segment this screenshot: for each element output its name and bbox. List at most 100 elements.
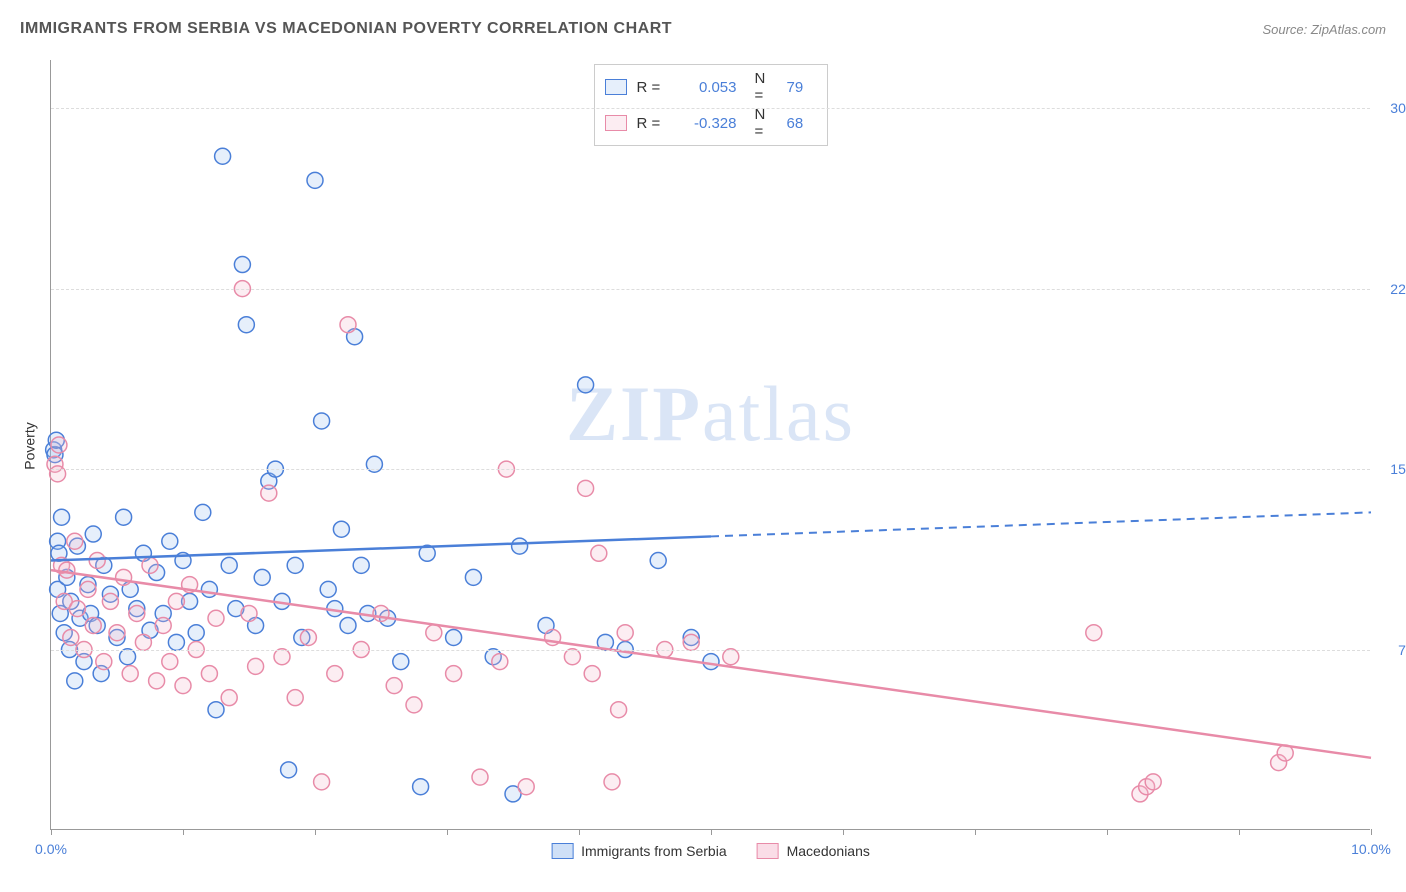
point-serbia bbox=[201, 581, 217, 597]
point-serbia bbox=[54, 509, 70, 525]
point-macedonia bbox=[109, 625, 125, 641]
point-serbia bbox=[578, 377, 594, 393]
gridline bbox=[51, 650, 1370, 651]
legend-item: Immigrants from Serbia bbox=[551, 843, 726, 859]
point-serbia bbox=[413, 779, 429, 795]
point-macedonia bbox=[406, 697, 422, 713]
point-macedonia bbox=[426, 625, 442, 641]
point-serbia bbox=[287, 557, 303, 573]
x-tick bbox=[1107, 829, 1108, 835]
x-tick bbox=[183, 829, 184, 835]
point-macedonia bbox=[155, 617, 171, 633]
point-macedonia bbox=[472, 769, 488, 785]
point-serbia bbox=[314, 413, 330, 429]
point-serbia bbox=[465, 569, 481, 585]
point-macedonia bbox=[122, 666, 138, 682]
point-serbia bbox=[307, 172, 323, 188]
point-macedonia bbox=[135, 634, 151, 650]
chart-title: IMMIGRANTS FROM SERBIA VS MACEDONIAN POV… bbox=[20, 20, 672, 38]
point-serbia bbox=[650, 553, 666, 569]
gridline bbox=[51, 469, 1370, 470]
point-macedonia bbox=[578, 480, 594, 496]
point-serbia bbox=[67, 673, 83, 689]
point-macedonia bbox=[564, 649, 580, 665]
point-serbia bbox=[446, 630, 462, 646]
point-macedonia bbox=[116, 569, 132, 585]
point-macedonia bbox=[584, 666, 600, 682]
x-tick bbox=[1239, 829, 1240, 835]
point-macedonia bbox=[142, 557, 158, 573]
point-macedonia bbox=[80, 581, 96, 597]
legend-label: Immigrants from Serbia bbox=[581, 843, 726, 859]
point-serbia bbox=[116, 509, 132, 525]
point-macedonia bbox=[446, 666, 462, 682]
point-macedonia bbox=[162, 654, 178, 670]
point-macedonia bbox=[300, 630, 316, 646]
point-macedonia bbox=[518, 779, 534, 795]
point-serbia bbox=[512, 538, 528, 554]
point-serbia bbox=[188, 625, 204, 641]
point-macedonia bbox=[386, 678, 402, 694]
point-macedonia bbox=[69, 601, 85, 617]
point-macedonia bbox=[85, 617, 101, 633]
legend-item: Macedonians bbox=[757, 843, 870, 859]
point-macedonia bbox=[51, 437, 67, 453]
legend-label: Macedonians bbox=[787, 843, 870, 859]
point-serbia bbox=[85, 526, 101, 542]
legend-swatch bbox=[757, 843, 779, 859]
point-macedonia bbox=[89, 553, 105, 569]
point-serbia bbox=[281, 762, 297, 778]
point-macedonia bbox=[1086, 625, 1102, 641]
point-serbia bbox=[215, 148, 231, 164]
point-macedonia bbox=[63, 630, 79, 646]
point-macedonia bbox=[96, 654, 112, 670]
x-tick bbox=[711, 829, 712, 835]
point-macedonia bbox=[314, 774, 330, 790]
x-tick bbox=[579, 829, 580, 835]
x-tick bbox=[843, 829, 844, 835]
point-macedonia bbox=[604, 774, 620, 790]
point-serbia bbox=[254, 569, 270, 585]
point-macedonia bbox=[67, 533, 83, 549]
point-macedonia bbox=[611, 702, 627, 718]
y-axis-label: Poverty bbox=[22, 422, 38, 469]
point-serbia bbox=[340, 617, 356, 633]
plot-svg bbox=[51, 60, 1370, 829]
point-macedonia bbox=[241, 605, 257, 621]
x-tick-label: 0.0% bbox=[35, 841, 67, 857]
point-macedonia bbox=[129, 605, 145, 621]
source-label: Source: ZipAtlas.com bbox=[1262, 22, 1386, 37]
point-macedonia bbox=[201, 666, 217, 682]
point-macedonia bbox=[261, 485, 277, 501]
point-macedonia bbox=[617, 625, 633, 641]
point-serbia bbox=[195, 504, 211, 520]
point-serbia bbox=[208, 702, 224, 718]
point-serbia bbox=[333, 521, 349, 537]
y-tick-label: 30.0% bbox=[1375, 100, 1406, 116]
point-macedonia bbox=[149, 673, 165, 689]
point-macedonia bbox=[208, 610, 224, 626]
point-macedonia bbox=[248, 658, 264, 674]
x-tick bbox=[51, 829, 52, 835]
x-tick bbox=[315, 829, 316, 835]
point-macedonia bbox=[59, 562, 75, 578]
point-serbia bbox=[234, 257, 250, 273]
point-macedonia bbox=[175, 678, 191, 694]
point-serbia bbox=[703, 654, 719, 670]
series-legend: Immigrants from Serbia Macedonians bbox=[551, 843, 870, 859]
point-macedonia bbox=[102, 593, 118, 609]
point-macedonia bbox=[327, 666, 343, 682]
point-macedonia bbox=[492, 654, 508, 670]
point-macedonia bbox=[221, 690, 237, 706]
legend-swatch bbox=[551, 843, 573, 859]
point-macedonia bbox=[168, 593, 184, 609]
point-serbia bbox=[120, 649, 136, 665]
point-serbia bbox=[320, 581, 336, 597]
x-tick bbox=[975, 829, 976, 835]
point-macedonia bbox=[683, 634, 699, 650]
y-tick-label: 22.5% bbox=[1375, 281, 1406, 297]
point-serbia bbox=[221, 557, 237, 573]
point-macedonia bbox=[1145, 774, 1161, 790]
point-serbia bbox=[168, 634, 184, 650]
point-serbia bbox=[238, 317, 254, 333]
